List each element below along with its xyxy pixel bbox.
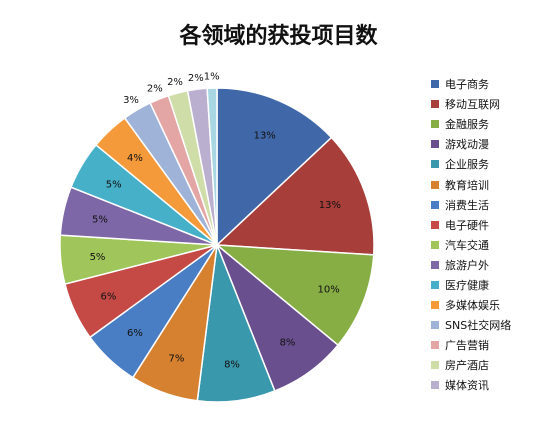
legend-item: 金融服务 (431, 114, 557, 134)
slice-label: 6% (127, 328, 143, 339)
slice-label: 7% (168, 353, 184, 364)
legend-item: 汽车交通 (431, 235, 557, 255)
legend-item: 医疗健康 (431, 275, 557, 295)
legend-item: 电子商务 (431, 74, 557, 94)
slice-label: 3% (123, 95, 139, 106)
slice-label: 8% (280, 338, 296, 349)
chart-title: 各领域的获投项目数 (179, 23, 378, 49)
legend-item: SNS社交网络 (431, 315, 557, 335)
legend-item: 多媒体娱乐 (431, 295, 557, 315)
legend-item: 广告营销 (431, 335, 557, 355)
legend-label: 移动互联网 (445, 98, 500, 112)
legend-label: 企业服务 (445, 158, 489, 172)
legend-swatch (431, 140, 439, 149)
legend-swatch (431, 361, 439, 370)
legend-item: 移动互联网 (431, 94, 557, 114)
slice-label: 8% (224, 360, 240, 371)
legend-swatch (431, 381, 439, 390)
legend-item: 消费生活 (431, 195, 557, 215)
legend: 电子商务移动互联网金融服务游戏动漫企业服务教育培训消费生活电子硬件汽车交通旅游户… (431, 74, 557, 396)
legend-label: 消费生活 (445, 198, 489, 212)
slice-label: 5% (90, 252, 106, 263)
slice-label: 6% (100, 292, 116, 303)
legend-swatch (431, 280, 439, 289)
slice-label: 10% (317, 285, 339, 296)
slice-label: 1% (204, 72, 220, 83)
legend-label: 媒体资讯 (445, 379, 489, 393)
pie-slice (206, 87, 218, 246)
legend-label: 金融服务 (445, 118, 489, 132)
legend-swatch (431, 341, 439, 350)
legend-swatch (431, 160, 439, 169)
legend-label: 多媒体娱乐 (445, 299, 500, 313)
slice-label: 5% (92, 214, 108, 225)
legend-swatch (431, 301, 439, 310)
slice-label: 13% (319, 200, 341, 211)
legend-label: 医疗健康 (445, 278, 489, 292)
legend-swatch (431, 200, 439, 209)
pie-slice (216, 87, 333, 247)
legend-swatch (431, 220, 439, 229)
legend-item: 企业服务 (431, 154, 557, 174)
legend-swatch (431, 321, 439, 330)
legend-item: 旅游户外 (431, 255, 557, 275)
slice-label: 2% (188, 73, 204, 84)
pie-slice (215, 136, 375, 256)
legend-item: 教育培训 (431, 174, 557, 194)
legend-item: 游戏动漫 (431, 134, 557, 154)
legend-swatch (431, 260, 439, 269)
legend-swatch (431, 100, 439, 109)
slice-label: 5% (106, 179, 122, 190)
legend-swatch (431, 80, 439, 89)
legend-label: 游戏动漫 (445, 138, 489, 152)
pie-slice (214, 244, 375, 347)
legend-label: 房产酒店 (445, 359, 489, 373)
legend-swatch (431, 120, 439, 129)
legend-label: 广告营销 (445, 339, 489, 353)
legend-label: 汽车交通 (445, 238, 489, 252)
slice-label: 2% (167, 77, 183, 88)
legend-label: 教育培训 (445, 178, 489, 192)
slice-label: 13% (254, 130, 276, 141)
legend-label: 电子硬件 (445, 218, 489, 232)
legend-label: 旅游户外 (445, 258, 489, 272)
legend-item: 房产酒店 (431, 355, 557, 375)
legend-swatch (431, 240, 439, 249)
legend-item: 媒体资讯 (431, 375, 557, 395)
slice-label: 2% (147, 83, 163, 94)
legend-item: 电子硬件 (431, 215, 557, 235)
slice-label: 4% (127, 153, 143, 164)
legend-label: SNS社交网络 (445, 319, 512, 333)
legend-label: 电子商务 (445, 78, 489, 92)
legend-swatch (431, 180, 439, 189)
